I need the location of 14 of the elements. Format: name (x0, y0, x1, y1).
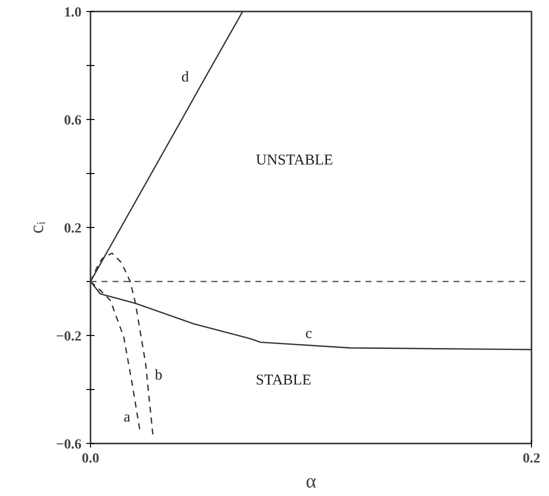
y-tick-label: 0.2 (64, 222, 82, 236)
y-tick-label: 0.6 (64, 114, 82, 128)
annotation: STABLE (256, 372, 312, 388)
series-label: c (305, 326, 312, 342)
series-label: d (181, 70, 190, 86)
x-axis-title: α (306, 470, 317, 492)
y-tick-label: −0.2 (56, 330, 82, 344)
series-label: a (124, 410, 131, 426)
annotation: UNSTABLE (256, 152, 334, 168)
x-tick-label: 0.0 (82, 452, 100, 466)
y-tick-label: −0.6 (56, 438, 82, 452)
series-label: b (154, 368, 162, 384)
y-axis-title: cᵢ (26, 220, 48, 234)
y-tick-label: 1.0 (64, 6, 82, 20)
